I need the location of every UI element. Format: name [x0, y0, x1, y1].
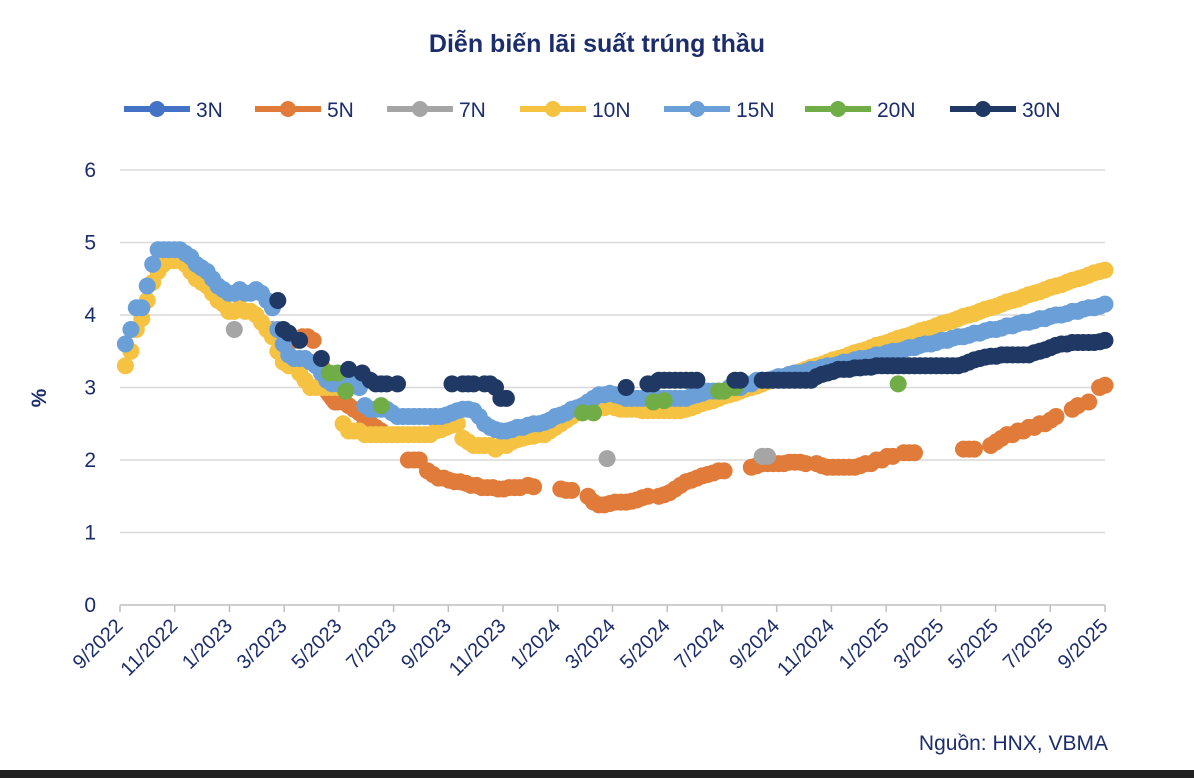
legend-label: 20N — [877, 99, 916, 122]
data-point — [598, 450, 616, 468]
data-point — [1047, 408, 1065, 425]
data-point — [906, 444, 923, 462]
legend-label: 10N — [592, 99, 631, 122]
data-point — [1096, 261, 1114, 279]
y-tick-label: 6 — [84, 159, 96, 182]
data-point — [1096, 295, 1114, 313]
data-point — [225, 321, 243, 338]
y-tick-label: 0 — [84, 594, 96, 617]
y-tick-label: 3 — [84, 377, 96, 400]
legend-item-3N: 3N — [124, 99, 223, 122]
series-30N — [269, 292, 1114, 407]
legend-marker — [545, 101, 561, 117]
x-tick-label: 7/2024 — [671, 615, 730, 674]
series-10N — [116, 252, 1114, 458]
x-tick-label: 5/2025 — [944, 615, 1003, 674]
legend-label: 15N — [736, 99, 775, 122]
data-point — [525, 478, 543, 496]
x-tick-label: 11/2023 — [445, 615, 511, 681]
x-tick-label: 5/2024 — [616, 615, 675, 674]
data-point — [965, 440, 983, 458]
data-point — [731, 371, 749, 389]
data-point — [1096, 331, 1114, 349]
legend-marker — [412, 101, 428, 117]
data-point — [655, 392, 673, 410]
legend-label: 7N — [459, 99, 486, 122]
source-note: Nguồn: HNX, VBMA — [919, 732, 1108, 755]
x-tick-label: 11/2022 — [117, 615, 183, 681]
data-point — [291, 331, 309, 349]
data-point — [759, 447, 777, 465]
data-point — [585, 404, 602, 422]
data-point — [688, 371, 706, 389]
y-tick-label: 4 — [84, 304, 96, 327]
legend-item-20N: 20N — [805, 99, 916, 122]
legend-item-10N: 10N — [520, 99, 631, 122]
data-point — [389, 375, 406, 393]
data-point — [617, 379, 635, 396]
data-point — [340, 360, 358, 378]
legend-marker — [689, 101, 705, 117]
legend-marker — [830, 101, 846, 117]
x-tick-label: 3/2025 — [890, 615, 949, 674]
data-point — [1096, 376, 1114, 394]
data-point — [563, 481, 581, 499]
data-point — [889, 375, 907, 393]
data-point — [122, 321, 140, 338]
legend-label: 30N — [1022, 99, 1061, 122]
x-tick-label: 11/2024 — [773, 615, 839, 681]
data-point — [715, 462, 733, 480]
data-point — [269, 292, 287, 309]
x-tick-label: 3/2024 — [561, 615, 620, 674]
y-tick-label: 5 — [84, 232, 96, 255]
x-tick-label: 3/2023 — [233, 615, 292, 674]
legend-item-15N: 15N — [664, 99, 775, 122]
legend-item-30N: 30N — [950, 99, 1061, 122]
legend-marker — [280, 101, 296, 117]
x-tick-label: 7/2025 — [999, 615, 1058, 674]
data-point — [372, 397, 390, 415]
y-tick-label: 1 — [84, 522, 96, 545]
chart-title: Diễn biến lãi suất trúng thầu — [429, 28, 765, 58]
y-axis-ticks: 0 1 2 3 4 5 6 — [84, 159, 96, 617]
x-tick-label: 1/2025 — [835, 615, 894, 674]
data-point — [144, 255, 162, 273]
data-point — [133, 299, 151, 317]
legend-item-5N: 5N — [255, 99, 354, 122]
x-axis: 9/202211/20221/20233/20235/20237/20239/2… — [69, 604, 1113, 681]
x-tick-label: 5/2023 — [288, 615, 347, 674]
x-tick-label: 1/2024 — [507, 615, 566, 674]
legend-marker — [149, 101, 165, 117]
x-tick-label: 7/2023 — [342, 615, 401, 674]
series-group — [116, 241, 1114, 514]
x-tick-label: 9/2025 — [1054, 615, 1113, 674]
data-point — [138, 277, 156, 295]
gridlines — [120, 169, 1105, 534]
legend-label: 3N — [196, 99, 223, 122]
legend-item-7N: 7N — [387, 99, 486, 122]
data-point — [337, 382, 355, 400]
y-tick-label: 2 — [84, 449, 96, 472]
data-point — [497, 389, 515, 407]
bottom-bar — [0, 770, 1194, 778]
data-point — [116, 335, 134, 353]
data-point — [116, 357, 134, 375]
y-axis-label: % — [28, 388, 51, 407]
data-point — [1080, 393, 1098, 411]
data-point — [312, 350, 330, 367]
legend-label: 5N — [327, 99, 354, 122]
data-point — [304, 331, 322, 349]
legend: 3N 5N 7N 10N 15N 20N 30N — [124, 99, 1061, 122]
legend-marker — [975, 101, 991, 117]
x-tick-label: 1/2023 — [178, 615, 237, 674]
